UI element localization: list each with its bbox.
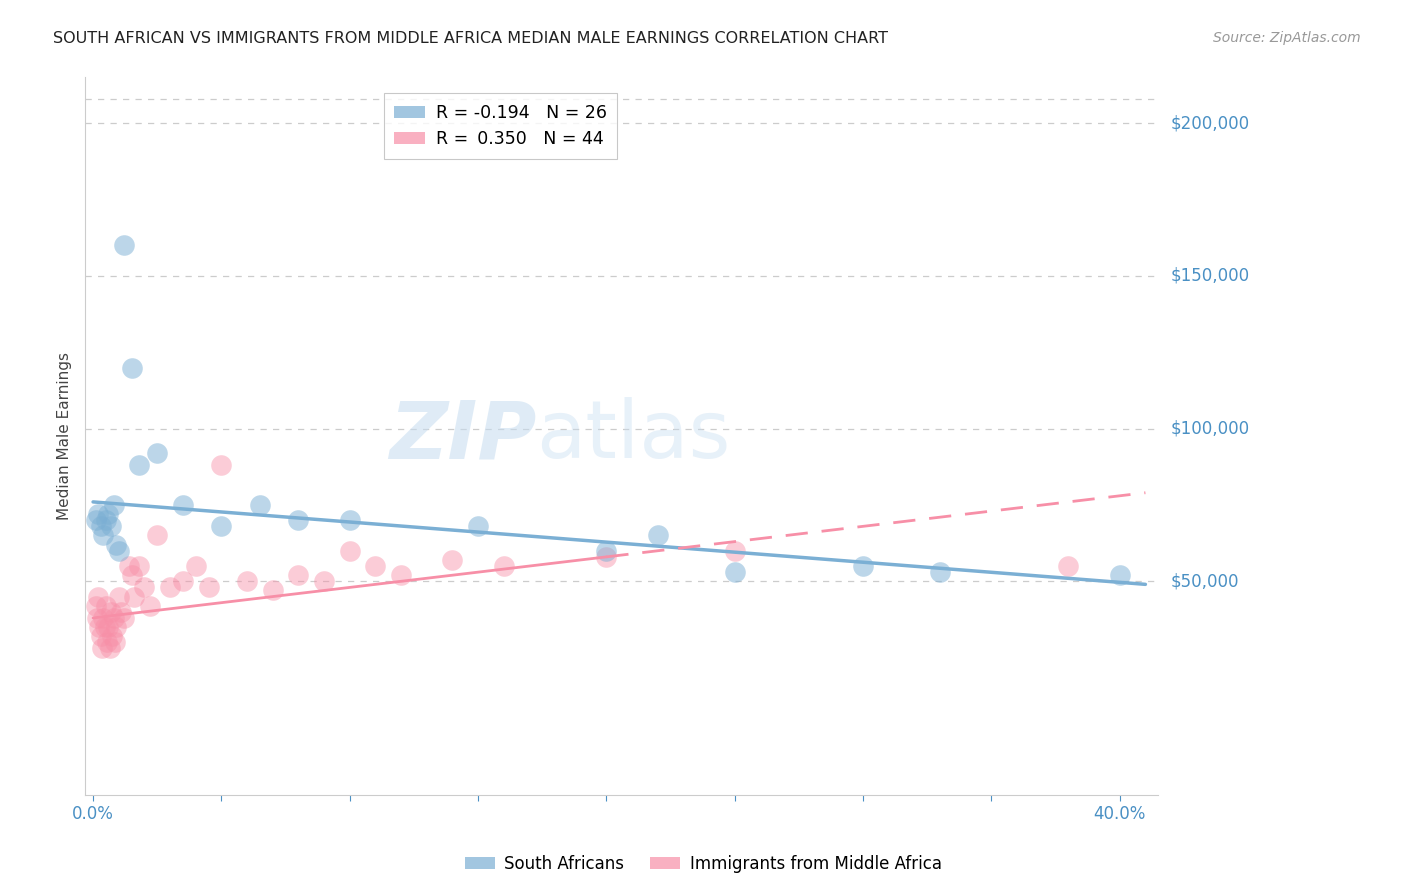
Point bbox=[128, 458, 150, 473]
Point bbox=[364, 559, 387, 574]
Point bbox=[93, 611, 115, 625]
Point bbox=[172, 498, 194, 512]
Text: $200,000: $200,000 bbox=[1171, 114, 1250, 132]
Point bbox=[159, 581, 181, 595]
Point bbox=[287, 513, 309, 527]
Legend: South Africans, Immigrants from Middle Africa: South Africans, Immigrants from Middle A… bbox=[458, 848, 948, 880]
Point bbox=[467, 519, 489, 533]
Point bbox=[84, 599, 107, 613]
Point bbox=[209, 458, 232, 473]
Point bbox=[128, 559, 150, 574]
Point bbox=[118, 559, 141, 574]
Point bbox=[209, 519, 232, 533]
Point bbox=[90, 629, 112, 643]
Point bbox=[103, 611, 125, 625]
Point bbox=[492, 559, 515, 574]
Point bbox=[105, 538, 128, 552]
Point bbox=[389, 568, 412, 582]
Text: atlas: atlas bbox=[536, 397, 730, 475]
Point bbox=[121, 360, 143, 375]
Point bbox=[104, 635, 127, 649]
Y-axis label: Median Male Earnings: Median Male Earnings bbox=[58, 352, 72, 520]
Point bbox=[110, 605, 132, 619]
Point bbox=[103, 498, 125, 512]
Text: SOUTH AFRICAN VS IMMIGRANTS FROM MIDDLE AFRICA MEDIAN MALE EARNINGS CORRELATION : SOUTH AFRICAN VS IMMIGRANTS FROM MIDDLE … bbox=[53, 31, 889, 46]
Point bbox=[929, 565, 952, 579]
Point bbox=[339, 513, 361, 527]
Point bbox=[146, 528, 169, 542]
Point bbox=[287, 568, 309, 582]
Point bbox=[262, 583, 284, 598]
Point bbox=[87, 590, 110, 604]
Point bbox=[91, 641, 114, 656]
Point bbox=[441, 553, 464, 567]
Point bbox=[100, 605, 122, 619]
Text: Source: ZipAtlas.com: Source: ZipAtlas.com bbox=[1213, 31, 1361, 45]
Point bbox=[146, 446, 169, 460]
Point bbox=[197, 581, 219, 595]
Legend: R = -0.194   N = 26, R =  0.350   N = 44: R = -0.194 N = 26, R = 0.350 N = 44 bbox=[384, 94, 617, 159]
Point bbox=[97, 620, 120, 634]
Point bbox=[595, 543, 617, 558]
Point bbox=[112, 238, 135, 252]
Point bbox=[98, 641, 121, 656]
Point bbox=[112, 611, 135, 625]
Point bbox=[595, 549, 617, 564]
Point bbox=[89, 620, 111, 634]
Point bbox=[100, 519, 122, 533]
Point bbox=[87, 507, 110, 521]
Point bbox=[101, 629, 124, 643]
Point bbox=[94, 599, 117, 613]
Point bbox=[184, 559, 207, 574]
Point bbox=[97, 507, 120, 521]
Point bbox=[121, 568, 143, 582]
Point bbox=[724, 565, 747, 579]
Text: $50,000: $50,000 bbox=[1171, 573, 1240, 591]
Point bbox=[93, 528, 115, 542]
Point bbox=[172, 574, 194, 589]
Point bbox=[339, 543, 361, 558]
Point bbox=[86, 611, 108, 625]
Point bbox=[122, 590, 145, 604]
Point bbox=[134, 581, 156, 595]
Point bbox=[236, 574, 259, 589]
Point bbox=[724, 543, 747, 558]
Point bbox=[105, 620, 128, 634]
Point bbox=[647, 528, 669, 542]
Text: $100,000: $100,000 bbox=[1171, 419, 1250, 438]
Point bbox=[107, 543, 129, 558]
Point bbox=[852, 559, 875, 574]
Point bbox=[93, 620, 115, 634]
Point bbox=[249, 498, 271, 512]
Point bbox=[94, 513, 117, 527]
Point bbox=[312, 574, 335, 589]
Point bbox=[138, 599, 160, 613]
Text: ZIP: ZIP bbox=[388, 397, 536, 475]
Point bbox=[84, 513, 107, 527]
Point bbox=[107, 590, 129, 604]
Point bbox=[1057, 559, 1080, 574]
Text: $150,000: $150,000 bbox=[1171, 267, 1250, 285]
Point bbox=[96, 635, 118, 649]
Point bbox=[90, 519, 112, 533]
Point bbox=[1108, 568, 1130, 582]
